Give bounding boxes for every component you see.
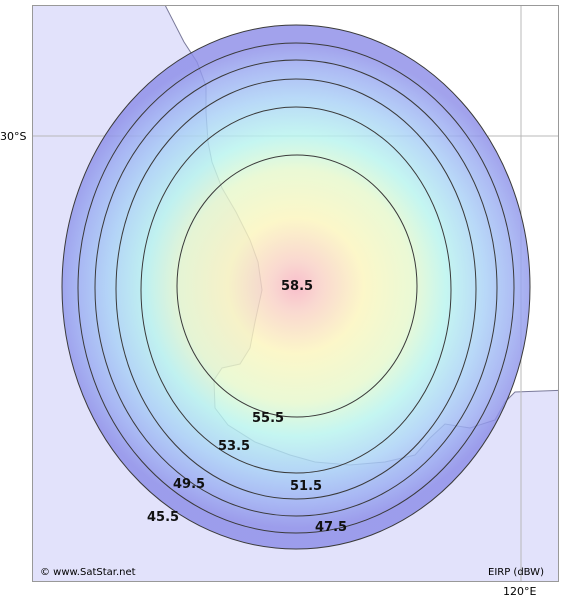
contour-49-5 [115, 78, 477, 500]
contour-label-45-5: 45.5 [147, 510, 180, 525]
contour-label-53-5: 53.5 [218, 439, 251, 454]
latitude-label: 30°S [0, 130, 27, 143]
contour-45-5 [77, 42, 515, 534]
contour-53-5 [176, 154, 418, 418]
longitude-label: 120°E [503, 585, 537, 598]
contour-label-49-5: 49.5 [173, 477, 206, 492]
map-border [32, 5, 559, 582]
contour-51-5 [140, 106, 452, 474]
contour-lines [77, 42, 515, 534]
contour-label-51-5: 51.5 [290, 479, 323, 494]
contour-47-5 [94, 59, 498, 517]
legend-label: EIRP (dBW) [488, 567, 544, 578]
beam-coverage [61, 24, 531, 550]
peak-eirp-label: 58.5 [281, 279, 314, 294]
contour-label-55-5: 55.5 [252, 411, 285, 426]
contour-label-47-5: 47.5 [315, 520, 348, 535]
copyright-text: © www.SatStar.net [40, 567, 136, 578]
